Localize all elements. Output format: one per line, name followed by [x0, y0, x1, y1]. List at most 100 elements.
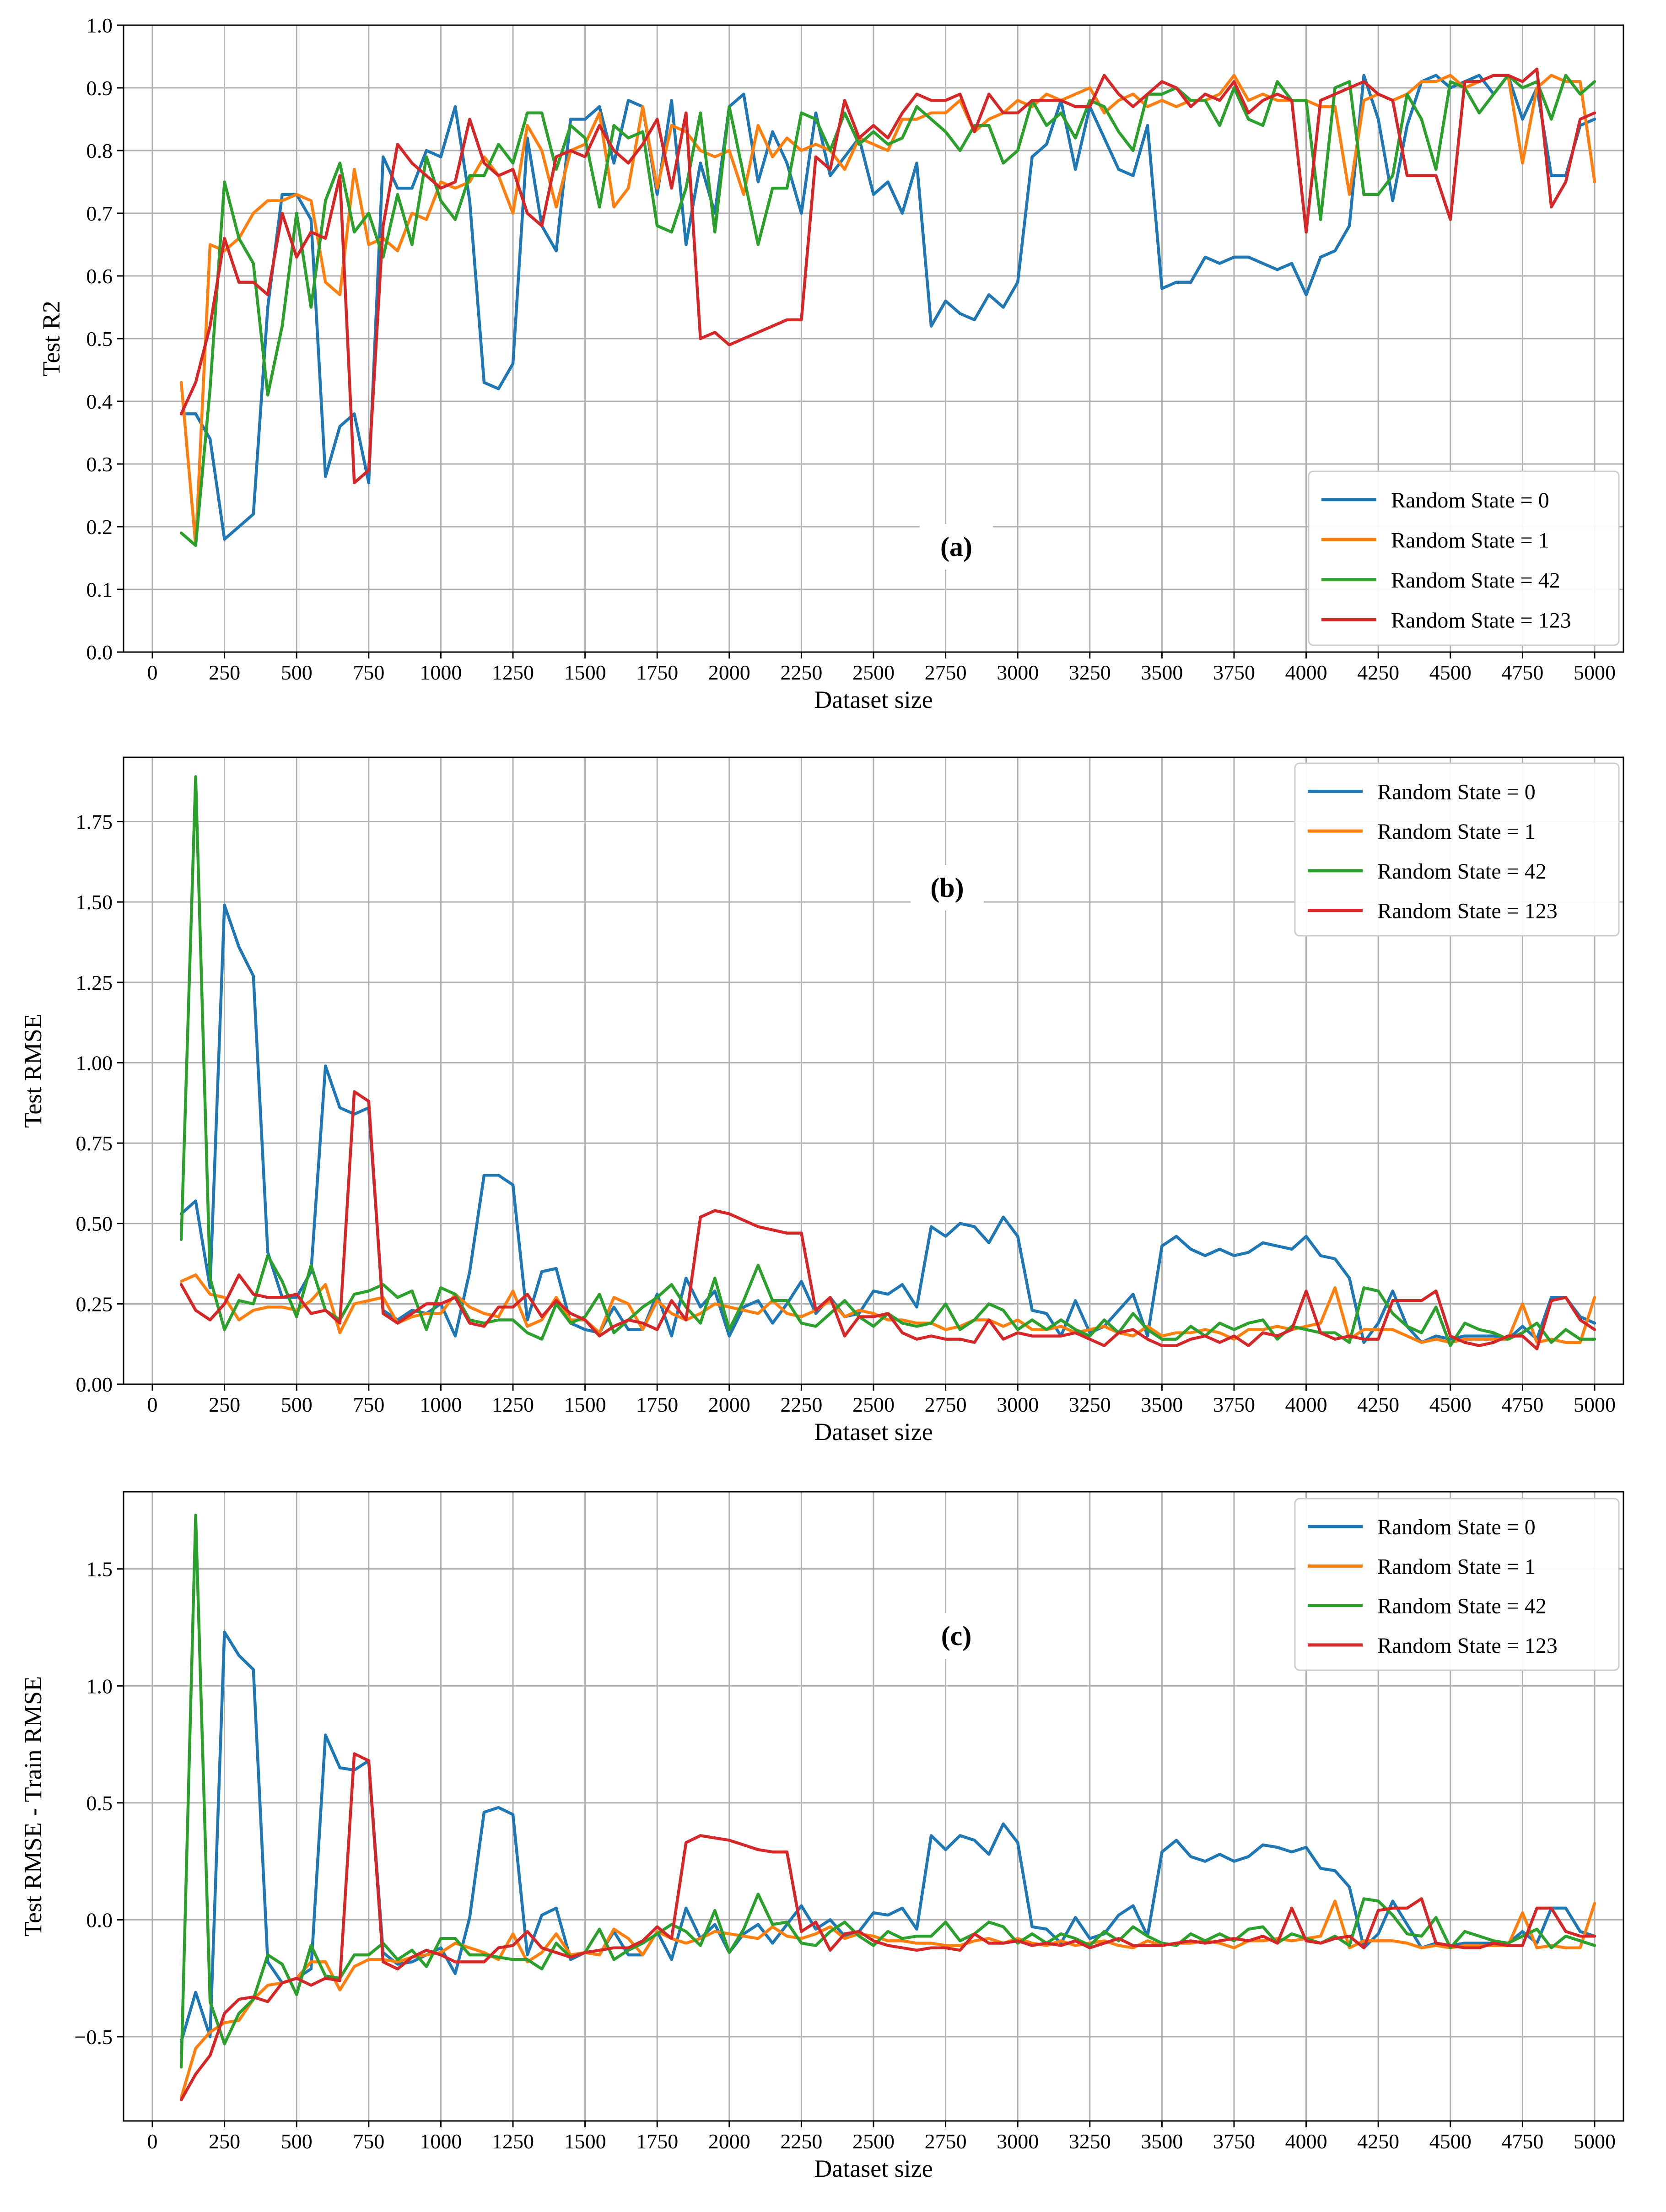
- series-group: [179, 67, 1596, 547]
- x-tick-label: 500: [281, 2130, 313, 2153]
- plot-frame: [123, 1491, 1624, 2122]
- x-tick-label: 1500: [564, 661, 606, 684]
- x-tick-label: 250: [209, 1393, 240, 1416]
- legend-label: Random State = 123: [1391, 608, 1571, 632]
- x-tick-label: 1000: [420, 2130, 462, 2153]
- panel-label: (a): [940, 532, 972, 562]
- x-axis-label: Dataset size: [814, 686, 933, 713]
- x-tick-label: 4250: [1357, 661, 1399, 684]
- x-tick-label: 3250: [1069, 1393, 1111, 1416]
- legend-box: [1308, 470, 1620, 646]
- x-tick-label: 1000: [420, 661, 462, 684]
- x-tick-label: 3500: [1141, 661, 1183, 684]
- x-tick-label: 4250: [1357, 2130, 1399, 2153]
- legend: Random State = 0 Random State = 1 Random S…: [1294, 1498, 1620, 1671]
- x-tick-label: 2500: [852, 1393, 895, 1416]
- y-axis-label: Test R2: [38, 301, 65, 377]
- x-tick-label: 1750: [636, 1393, 678, 1416]
- y-tick-label: 1.5: [86, 1558, 113, 1581]
- x-tick-label: 4500: [1429, 2130, 1472, 2153]
- series-line-0: [179, 1630, 1596, 2043]
- panel-label-bg: [920, 524, 993, 570]
- x-tick-label: 4000: [1285, 1393, 1327, 1416]
- y-tick-label: 1.0: [86, 1674, 113, 1698]
- x-tick-label: 750: [353, 2130, 384, 2153]
- x-tick-label: 3750: [1213, 661, 1255, 684]
- series-line-123: [179, 67, 1596, 485]
- legend-label: Random State = 1: [1377, 820, 1536, 844]
- x-tick-label: 250: [209, 661, 240, 684]
- x-tick-label: 2000: [708, 2130, 750, 2153]
- x-tick-label: 3250: [1069, 2130, 1111, 2153]
- legend-box: [1294, 1498, 1620, 1671]
- x-axis-label: Dataset size: [814, 1418, 933, 1446]
- y-tick-label: 1.0: [86, 14, 113, 37]
- y-tick-label: 1.50: [76, 890, 113, 914]
- x-tick-label: 4750: [1501, 1393, 1543, 1416]
- chart-panel-c: 0 250 500 750 1000 1250 1500 1750 2000 2250 2500 27…: [19, 1491, 1624, 2182]
- x-tick-label: 250: [209, 2130, 240, 2153]
- y-tick-label: 0.50: [76, 1212, 113, 1235]
- panel-label-bg: [920, 1613, 993, 1659]
- x-tick-label: 500: [281, 661, 313, 684]
- x-tick-label: 4250: [1357, 1393, 1399, 1416]
- x-tick-label: 2750: [925, 1393, 967, 1416]
- y-tick-label: 0.0: [86, 1908, 113, 1931]
- x-tick-label: 2750: [925, 2130, 967, 2153]
- series-line-42: [179, 74, 1596, 547]
- x-tick-label: 3750: [1213, 1393, 1255, 1416]
- x-tick-label: 4000: [1285, 2130, 1327, 2153]
- x-tick-label: 5000: [1574, 1393, 1616, 1416]
- y-axis-label: Test RMSE - Train RMSE: [19, 1676, 47, 1937]
- x-axis-label: Dataset size: [814, 2155, 933, 2182]
- panel-label: (c): [941, 1621, 972, 1651]
- x-tick-label: 4500: [1429, 661, 1472, 684]
- legend-label: Random State = 0: [1377, 1515, 1536, 1539]
- x-tick-label: 2000: [708, 1393, 750, 1416]
- y-tick-label: 0.0: [86, 641, 113, 664]
- x-tick-label: 2750: [925, 661, 967, 684]
- x-tick-label: 0: [147, 661, 158, 684]
- legend-label: Random State = 42: [1377, 859, 1547, 884]
- x-tick-label: 4750: [1501, 2130, 1543, 2153]
- y-tick-label: 1.25: [76, 971, 113, 994]
- plot-frame: [123, 756, 1624, 1385]
- x-tick-label: 1250: [492, 1393, 534, 1416]
- y-tick-label: 0.75: [76, 1132, 113, 1155]
- x-tick-label: 3000: [997, 661, 1039, 684]
- y-tick-label: 0.5: [86, 1791, 113, 1815]
- x-tick-label: 1750: [636, 2130, 678, 2153]
- series-group: [179, 1513, 1596, 2102]
- x-tick-label: 0: [147, 1393, 158, 1416]
- series-line-123: [179, 1752, 1596, 2102]
- x-tick-label: 5000: [1574, 2130, 1616, 2153]
- x-tick-label: 1250: [492, 2130, 534, 2153]
- x-tick-label: 3500: [1141, 2130, 1183, 2153]
- x-tick-label: 4500: [1429, 1393, 1472, 1416]
- legend-label: Random State = 42: [1391, 568, 1560, 593]
- x-tick-label: 5000: [1574, 661, 1616, 684]
- legend: Random State = 0 Random State = 1 Random S…: [1308, 470, 1620, 646]
- y-tick-label: 0.9: [86, 76, 113, 100]
- x-tick-label: 2000: [708, 661, 750, 684]
- legend-box: [1294, 762, 1620, 937]
- x-tick-label: 500: [281, 1393, 313, 1416]
- x-tick-label: 750: [353, 1393, 384, 1416]
- y-tick-label: 0.4: [86, 390, 113, 413]
- panel-label-bg: [911, 865, 984, 911]
- y-tick-label: 0.5: [86, 327, 113, 351]
- x-tick-label: 4000: [1285, 661, 1327, 684]
- series-line-1: [179, 1273, 1596, 1344]
- chart-panel-b: 0 250 500 750 1000 1250 1500 1750 2000 2250 2500 27…: [19, 756, 1624, 1446]
- plot-frame: [123, 24, 1624, 653]
- x-tick-label: 1000: [420, 1393, 462, 1416]
- y-tick-label: 0.7: [86, 202, 113, 225]
- x-tick-label: 1500: [564, 2130, 606, 2153]
- legend-label: Random State = 0: [1391, 488, 1549, 513]
- x-tick-label: 1500: [564, 1393, 606, 1416]
- y-tick-label: 0.3: [86, 453, 113, 476]
- x-tick-label: 1750: [636, 661, 678, 684]
- y-axis-label: Test RMSE: [19, 1014, 47, 1128]
- y-tick-label: 0.6: [86, 264, 113, 288]
